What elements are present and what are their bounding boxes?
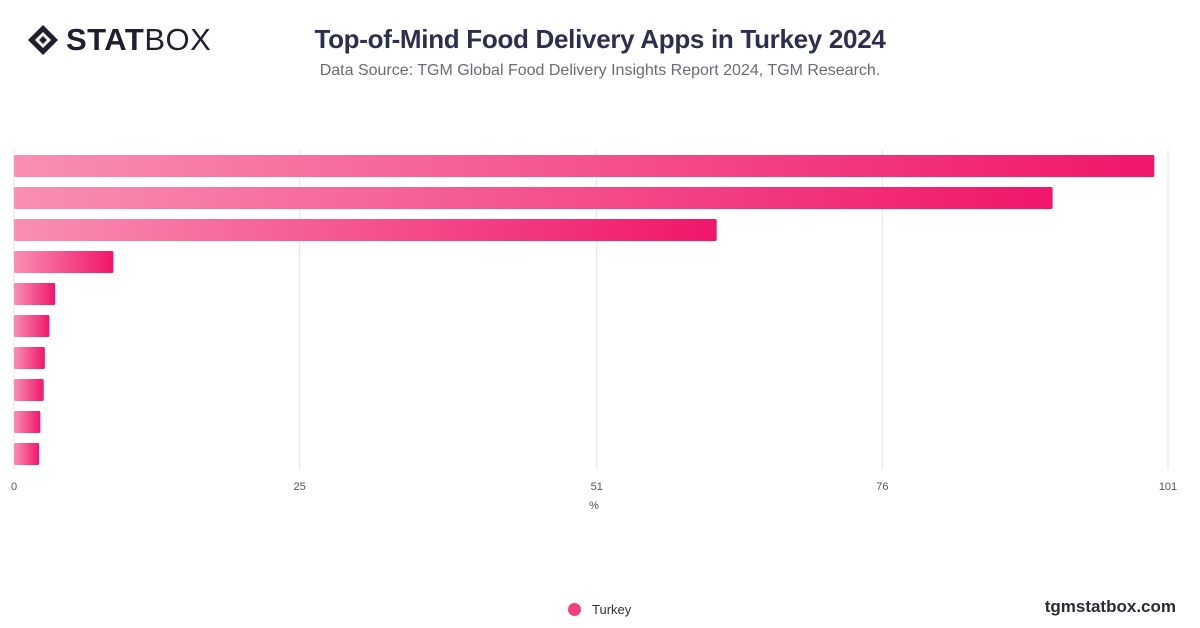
bar[interactable] — [14, 186, 1053, 210]
statbox-diamond-icon — [28, 25, 58, 55]
x-tick-label: 51 — [591, 481, 603, 493]
bar[interactable] — [14, 442, 40, 466]
bar[interactable] — [14, 218, 717, 242]
x-tick-label: 76 — [876, 481, 888, 493]
x-tick-labels: 0 25 51 76 101 — [11, 481, 1177, 493]
legend-label: Turkey — [592, 602, 632, 617]
x-axis-label: % — [589, 500, 599, 512]
footer-site[interactable]: tgmstatbox.com — [1044, 597, 1176, 616]
bar[interactable] — [14, 314, 50, 338]
chart-title: Top-of-Mind Food Delivery Apps in Turkey… — [314, 24, 886, 54]
x-tick-label: 101 — [1159, 481, 1177, 493]
x-tick-label: 0 — [11, 481, 17, 493]
chart-subtitle: Data Source: TGM Global Food Delivery In… — [319, 62, 881, 79]
statbox-logo: STATBOX — [26, 22, 211, 58]
logo-bold-text: STAT — [66, 22, 145, 57]
legend-marker — [568, 603, 581, 616]
legend[interactable]: Turkey — [568, 602, 631, 617]
logo-thin-text: BOX — [144, 22, 212, 57]
bar[interactable] — [14, 378, 44, 402]
bar[interactable] — [14, 346, 45, 370]
bars — [14, 154, 1155, 466]
bar[interactable] — [14, 250, 114, 274]
x-tick-label: 25 — [294, 481, 306, 493]
bar[interactable] — [14, 282, 56, 306]
bar[interactable] — [14, 154, 1155, 178]
bar[interactable] — [14, 410, 41, 434]
logo-wordmark: STATBOX — [66, 22, 211, 58]
